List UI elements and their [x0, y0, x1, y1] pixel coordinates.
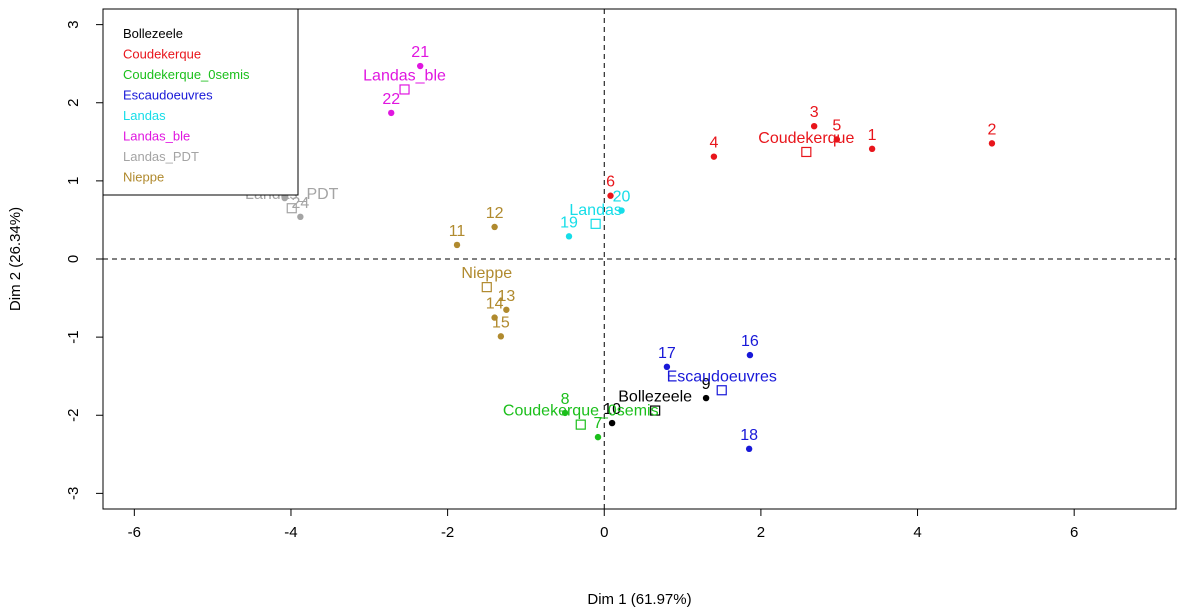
y-tick-label: 0 [65, 255, 82, 263]
data-point-label: 12 [486, 205, 504, 222]
data-point-label: 11 [449, 223, 466, 240]
data-point [417, 62, 424, 70]
data-point [297, 213, 304, 221]
group-centroid-marker [575, 419, 586, 430]
y-tick-label: -2 [65, 409, 82, 422]
data-point [388, 109, 395, 117]
y-axis: -3 -2 -1 0 1 2 3 [65, 20, 104, 500]
data-point [702, 394, 710, 402]
data-point [561, 409, 569, 417]
data-point-label: 4 [709, 135, 718, 152]
x-tick-label: -2 [441, 524, 454, 541]
legend-entry: Coudekerque_0semis [123, 67, 250, 82]
data-point-label: 3 [810, 104, 819, 121]
data-point-label: 15 [492, 314, 510, 331]
data-point [988, 140, 996, 147]
legend: Bollezeele Coudekerque Coudekerque_0semis E… [102, 8, 299, 196]
data-point-label: 5 [832, 117, 841, 134]
group-centroid-marker [716, 385, 727, 396]
legend-entry: Landas_ble [123, 129, 190, 144]
data-point [491, 223, 498, 231]
data-point-label: 13 [497, 288, 515, 305]
group-centroid-label: Escaudoeuvres [667, 368, 777, 385]
data-point [618, 207, 625, 214]
y-tick-label: 2 [65, 99, 82, 107]
legend-entry: Escaudoeuvres [123, 88, 213, 103]
data-point-label: 6 [606, 174, 615, 191]
data-point-label: 7 [594, 415, 603, 432]
data-point [745, 445, 753, 453]
legend-box [102, 8, 299, 196]
series-group: 16 17 18 Escaudoeuvres [658, 333, 777, 453]
x-axis: -6 -4 -2 0 2 4 6 [128, 508, 1078, 541]
legend-entry: Landas_PDT [123, 149, 199, 164]
group-centroid-marker [590, 218, 601, 229]
group-centroid-marker [801, 146, 812, 158]
data-point-label: 19 [560, 214, 578, 231]
data-point-label: 10 [603, 401, 621, 418]
legend-entry: Landas [123, 108, 166, 123]
group-centroid-label: Bollezeele [618, 389, 692, 406]
data-point [453, 241, 461, 249]
x-tick-label: -6 [128, 524, 141, 541]
group-centroid-label: Coudekerque_0semis [503, 403, 659, 420]
data-point [497, 333, 505, 340]
data-point [491, 314, 498, 321]
data-point [833, 136, 841, 143]
data-point-label: 14 [486, 296, 504, 313]
data-point-label: 18 [740, 427, 758, 444]
group-centroid-marker [650, 405, 661, 416]
data-point-label: 8 [561, 391, 570, 408]
x-tick-label: -4 [284, 524, 297, 541]
data-point [565, 233, 573, 240]
series-group: 1 2 3 4 5 6 Coudekerque [606, 104, 996, 199]
data-point-label: 9 [702, 376, 711, 393]
x-tick-label: 2 [757, 524, 765, 541]
y-tick-label: 3 [65, 20, 82, 28]
legend-entry: Coudekerque [123, 47, 201, 62]
group-centroid-label: Nieppe [461, 265, 512, 282]
x-tick-label: 0 [600, 524, 608, 541]
data-point-label: 16 [741, 333, 759, 350]
group-centroid-marker [481, 282, 492, 293]
data-point [810, 122, 818, 130]
data-point-label: 22 [382, 91, 400, 108]
data-point-label: 21 [411, 44, 429, 61]
y-axis-label: Dim 2 (26.34%) [7, 207, 24, 311]
group-centroid-marker [286, 203, 297, 214]
data-point [503, 306, 510, 313]
legend-entry: Nieppe [123, 170, 164, 185]
group-centroid-marker [399, 84, 410, 95]
data-point-label: 2 [987, 121, 996, 138]
data-point-label: 17 [658, 345, 676, 362]
data-point [868, 145, 876, 153]
data-point [746, 351, 754, 359]
group-centroid-label: Landas [569, 202, 622, 219]
series-group: 21 22 Landas_ble [363, 44, 446, 117]
x-tick-label: 4 [913, 524, 921, 541]
y-tick-label: -1 [65, 330, 82, 343]
data-point [281, 194, 288, 202]
legend-entry: Bollezeele [123, 26, 183, 41]
y-tick-label: -3 [65, 487, 82, 500]
group-centroid-label: Coudekerque [758, 130, 854, 147]
data-point [710, 153, 718, 160]
data-point [663, 363, 671, 371]
data-point [607, 192, 614, 199]
group-centroid-label: Landas_ble [363, 67, 446, 84]
data-point-label: 20 [613, 189, 631, 206]
x-tick-label: 6 [1070, 524, 1078, 541]
data-point-label: 1 [868, 127, 877, 144]
x-axis-label: Dim 1 (61.97%) [587, 591, 691, 608]
y-tick-label: 1 [65, 177, 82, 185]
reference-lines [103, 9, 1176, 509]
data-point [608, 419, 616, 427]
data-point [594, 433, 602, 441]
